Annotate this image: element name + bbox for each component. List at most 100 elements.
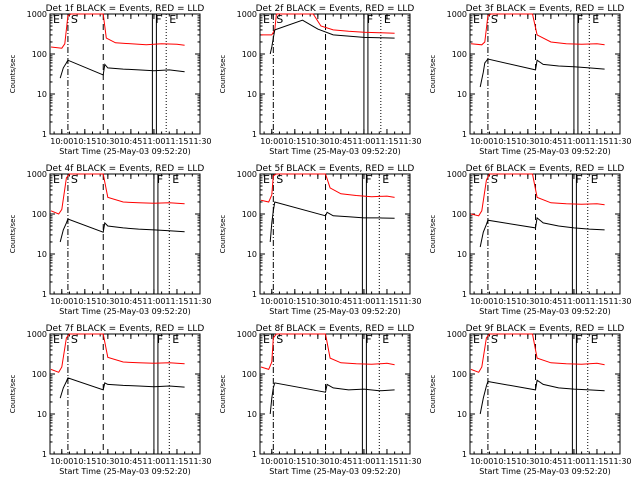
time-marker-label: E — [591, 333, 598, 346]
x-tick-label: 11:30 — [608, 137, 631, 146]
x-tick-label: 10:15 — [73, 297, 96, 306]
series-line-events — [479, 379, 605, 415]
x-tick-label: 11:30 — [188, 457, 211, 466]
series-line-lld — [260, 173, 395, 203]
x-tick-label: 10:45 — [329, 297, 352, 306]
x-tick-label: 10:15 — [493, 297, 516, 306]
x-axis-label: Start Time (25-May-03 09:52:20) — [59, 147, 190, 156]
y-tick-label: 10 — [37, 90, 47, 99]
chart-title: Det 2f BLACK = Events, RED = LLD — [256, 4, 415, 14]
time-marker-label: E — [382, 173, 389, 186]
time-marker-label: F — [155, 13, 161, 26]
x-tick-label: 11:00 — [142, 457, 165, 466]
x-tick-label: 11:00 — [562, 137, 585, 146]
time-marker-label: S — [491, 173, 498, 186]
time-marker-label: E — [53, 333, 60, 346]
y-axis-label: Counts/sec — [429, 375, 437, 414]
time-marker-label: E — [473, 13, 480, 26]
x-tick-label: 10:30 — [516, 137, 539, 146]
time-marker-label: S — [276, 333, 283, 346]
x-tick-label: 10:00 — [50, 457, 73, 466]
x-tick-label: 11:15 — [375, 297, 398, 306]
series-line-lld — [470, 13, 605, 46]
time-marker-label: E — [263, 333, 270, 346]
y-tick-label: 1000 — [27, 170, 47, 179]
time-marker-label: F — [157, 333, 163, 346]
x-tick-label: 10:30 — [96, 137, 119, 146]
time-marker-label: F — [367, 13, 373, 26]
x-tick-label: 10:45 — [119, 137, 142, 146]
time-marker-label: F — [577, 13, 583, 26]
time-marker-label: S — [71, 13, 78, 26]
y-tick-label: 10 — [247, 410, 257, 419]
y-tick-label: 1 — [462, 130, 467, 139]
y-axis-label: Counts/sec — [9, 55, 17, 94]
plot-frame — [469, 333, 621, 455]
chart-panel: Det 9f BLACK = Events, RED = LLD 1 10 100 10… — [429, 324, 632, 476]
plot-frame — [469, 173, 621, 295]
time-marker-label: F — [575, 333, 581, 346]
x-axis-label: Start Time (25-May-03 09:52:20) — [269, 147, 400, 156]
time-marker-label: E — [473, 333, 480, 346]
y-tick-label: 10 — [247, 90, 257, 99]
x-tick-label: 10:00 — [470, 457, 493, 466]
x-tick-label: 11:30 — [188, 297, 211, 306]
y-tick-label: 1000 — [237, 170, 257, 179]
time-marker-label: S — [491, 13, 498, 26]
x-tick-label: 11:15 — [375, 457, 398, 466]
time-marker-label: F — [575, 173, 581, 186]
chart-title: Det 4f BLACK = Events, RED = LLD — [46, 164, 205, 174]
time-marker-label: F — [365, 173, 371, 186]
y-tick-label: 100 — [452, 370, 467, 379]
time-marker-label: S — [71, 173, 78, 186]
series-line-lld — [261, 13, 395, 36]
chart-title: Det 7f BLACK = Events, RED = LLD — [46, 324, 205, 334]
x-tick-label: 11:15 — [375, 137, 398, 146]
series-line-lld — [50, 13, 185, 49]
x-tick-label: 10:00 — [470, 297, 493, 306]
y-tick-label: 100 — [242, 50, 257, 59]
y-tick-label: 1 — [42, 290, 47, 299]
x-tick-label: 10:00 — [50, 297, 73, 306]
y-tick-label: 10 — [457, 410, 467, 419]
x-tick-label: 11:15 — [585, 137, 608, 146]
y-axis-label: Counts/sec — [219, 55, 227, 94]
y-tick-label: 100 — [452, 210, 467, 219]
y-tick-label: 100 — [32, 50, 47, 59]
x-tick-label: 11:00 — [142, 297, 165, 306]
y-tick-label: 1 — [252, 450, 257, 459]
x-tick-label: 11:00 — [562, 297, 585, 306]
series-line-events — [479, 58, 605, 88]
y-tick-label: 10 — [247, 250, 257, 259]
chart-panel: Det 8f BLACK = Events, RED = LLD 1 10 100 10… — [219, 324, 422, 476]
y-axis-label: Counts/sec — [9, 215, 17, 254]
time-marker-label: E — [169, 13, 176, 26]
plot-frame — [259, 333, 411, 455]
x-tick-label: 11:30 — [398, 137, 421, 146]
y-tick-label: 100 — [452, 50, 467, 59]
time-marker-label: E — [382, 333, 389, 346]
series-line-events — [479, 216, 605, 248]
x-tick-label: 10:45 — [119, 297, 142, 306]
x-tick-label: 11:30 — [608, 457, 631, 466]
y-axis-label: Counts/sec — [219, 215, 227, 254]
x-tick-label: 10:00 — [260, 137, 283, 146]
x-tick-label: 10:15 — [493, 137, 516, 146]
chart-panel: Det 6f BLACK = Events, RED = LLD 1 10 100 10… — [429, 164, 632, 316]
x-tick-label: 10:00 — [50, 137, 73, 146]
series-line-events — [269, 201, 395, 243]
x-tick-label: 11:15 — [165, 297, 188, 306]
time-marker-label: E — [172, 173, 179, 186]
x-axis-label: Start Time (25-May-03 09:52:20) — [59, 467, 190, 476]
x-tick-label: 11:00 — [352, 457, 375, 466]
x-tick-label: 10:45 — [119, 457, 142, 466]
x-tick-label: 10:45 — [539, 297, 562, 306]
x-tick-label: 10:15 — [283, 137, 306, 146]
y-tick-label: 1000 — [237, 10, 257, 19]
x-tick-label: 10:15 — [283, 457, 306, 466]
plot-frame — [49, 13, 201, 135]
chart-title: Det 1f BLACK = Events, RED = LLD — [46, 4, 205, 14]
y-tick-label: 1 — [252, 290, 257, 299]
chart-title: Det 5f BLACK = Events, RED = LLD — [256, 164, 415, 174]
chart-panel: Det 4f BLACK = Events, RED = LLD 1 10 100 10… — [9, 164, 212, 316]
